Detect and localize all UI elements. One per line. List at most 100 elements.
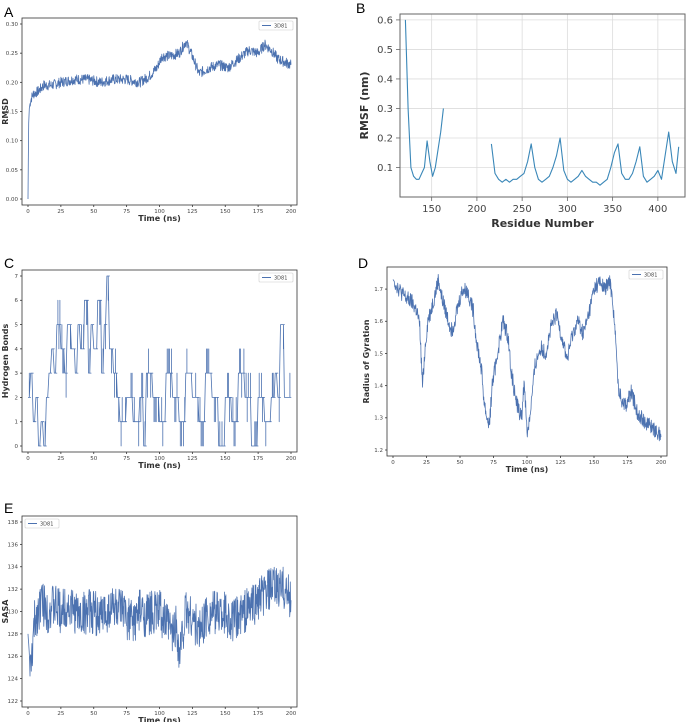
- plot-frame: [399, 13, 686, 198]
- x-tick-label: 400: [648, 204, 667, 215]
- x-axis-label: Residue Number: [491, 217, 594, 230]
- panel-d: D 0 25 50 75 100 125 150 175 200 1.2 1.3 1.4 1.5 1.6 1…: [350, 255, 700, 480]
- x-tick-label: 25: [57, 711, 64, 717]
- panel-letter-a: A: [4, 4, 14, 20]
- series-line: [404, 19, 444, 180]
- y-tick-label: 0.5: [377, 45, 393, 56]
- panel-letter-b: B: [356, 0, 366, 16]
- x-tick-label: 150: [220, 209, 231, 215]
- y-tick-label: 1.4: [374, 384, 383, 390]
- x-tick-label: 150: [220, 711, 231, 717]
- y-tick-label: 122: [8, 699, 19, 705]
- x-tick-label: 0: [26, 209, 30, 215]
- x-tick-label: 150: [220, 456, 231, 462]
- x-tick-label: 25: [57, 209, 64, 215]
- x-tick-label: 200: [286, 711, 297, 717]
- y-tick-label: 5: [15, 322, 19, 328]
- y-tick-label: 4: [15, 347, 19, 353]
- x-tick-label: 125: [187, 711, 198, 717]
- x-tick-label: 150: [589, 460, 600, 466]
- y-tick-label: 0: [15, 444, 19, 450]
- x-tick-label: 300: [558, 204, 577, 215]
- y-tick-label: 0.2: [377, 133, 393, 144]
- y-axis-label: Hydrogen Bonds: [1, 324, 10, 399]
- x-tick-label: 125: [187, 456, 198, 462]
- x-tick-label: 100: [154, 711, 165, 717]
- series-line: [28, 275, 292, 447]
- x-tick-label: 0: [391, 460, 395, 466]
- y-tick-label: 138: [8, 520, 19, 526]
- x-tick-label: 100: [522, 460, 533, 466]
- y-axis-label: SASA: [1, 599, 10, 624]
- y-tick-label: 126: [8, 654, 19, 660]
- y-tick-label: 0.30: [6, 22, 19, 28]
- x-tick-label: 200: [656, 460, 667, 466]
- panel-letter-d: D: [358, 255, 369, 271]
- y-tick-label: 0.25: [6, 51, 19, 57]
- x-tick-label: 50: [90, 711, 97, 717]
- x-tick-label: 50: [90, 456, 97, 462]
- y-tick-label: 124: [8, 677, 19, 683]
- y-axis-label: Radius of Gyration: [362, 319, 371, 403]
- legend-box: [258, 272, 294, 283]
- x-tick-label: 75: [123, 711, 130, 717]
- x-tick-label: 25: [423, 460, 430, 466]
- y-tick-label: 130: [8, 609, 19, 615]
- rmsf-chart: 150 200 250 300 350 400 0.1 0.2 0.3 0.4 0.5 0.6 Resi…: [358, 13, 686, 230]
- y-tick-label: 7: [15, 274, 19, 280]
- x-axis-label: Time (ns): [506, 465, 549, 474]
- y-tick-label: 0.20: [6, 80, 19, 86]
- x-tick-label: 175: [622, 460, 633, 466]
- x-axis-label: Time (ns): [138, 214, 181, 223]
- x-tick-label: 200: [286, 209, 297, 215]
- x-axis-label: Time (ns): [138, 716, 181, 722]
- panel-a: A 0 25 50 75 100 125 150 175 200 0.00 0.05 0.10 0.15…: [0, 0, 310, 225]
- y-tick-label: 134: [8, 565, 19, 571]
- y-tick-label: 1.3: [374, 416, 383, 422]
- x-tick-label: 0: [26, 456, 30, 462]
- y-tick-label: 0.15: [6, 109, 19, 115]
- x-tick-label: 350: [603, 204, 622, 215]
- legend-label: 3D81: [644, 273, 657, 279]
- y-tick-label: 3: [15, 371, 19, 377]
- x-tick-label: 125: [187, 209, 198, 215]
- x-tick-label: 125: [555, 460, 566, 466]
- rmsd-chart: 0 25 50 75 100 125 150 175 200 0.00 0.05 0.10 0.15 0.…: [1, 17, 298, 223]
- panel-letter-e: E: [4, 500, 14, 516]
- x-tick-label: 25: [57, 456, 64, 462]
- y-tick-label: 1.5: [374, 351, 383, 357]
- x-tick-label: 175: [253, 711, 264, 717]
- sasa-chart: 0 25 50 75 100 125 150 175 200 122 124 126 128 130 132…: [1, 515, 298, 722]
- y-tick-label: 0.10: [6, 139, 19, 145]
- x-tick-label: 75: [123, 209, 130, 215]
- y-tick-label: 0.05: [6, 168, 19, 174]
- x-tick-label: 175: [253, 209, 264, 215]
- x-tick-label: 250: [513, 204, 532, 215]
- y-tick-label: 0.1: [377, 163, 393, 174]
- x-tick-label: 50: [457, 460, 464, 466]
- y-tick-label: 0.3: [377, 104, 393, 115]
- series-line: [27, 39, 292, 200]
- x-tick-label: 150: [422, 204, 441, 215]
- y-tick-label: 136: [8, 542, 19, 548]
- legend-box: [258, 20, 294, 31]
- x-tick-label: 200: [467, 204, 486, 215]
- rgyr-chart: 0 25 50 75 100 125 150 175 200 1.2 1.3 1.4 1.5 1.6 1.7…: [362, 266, 668, 474]
- panel-c: C 0 25 50 75 100 125 150 175 200 0 1 2 3 4 5 6 7 Time (ns…: [0, 255, 310, 480]
- x-tick-label: 0: [26, 711, 30, 717]
- legend-label: 3D81: [274, 276, 287, 282]
- x-tick-label: 100: [154, 209, 165, 215]
- series-line: [27, 566, 292, 677]
- x-tick-label: 75: [490, 460, 497, 466]
- series-line: [490, 131, 680, 186]
- hbonds-chart: 0 25 50 75 100 125 150 175 200 0 1 2 3 4 5 6 7 Time (ns) H…: [1, 269, 298, 470]
- legend-box: [24, 518, 60, 529]
- panel-b: B 150 200 250 300 350 400 0.1 0.2 0.3 0.4 0.5 0.6 Re…: [350, 0, 700, 230]
- legend-label: 3D81: [40, 522, 53, 528]
- y-tick-label: 0.4: [377, 74, 393, 85]
- y-axis-label: RMSF (nm): [358, 71, 371, 139]
- y-axis-label: RMSD: [1, 98, 10, 125]
- x-tick-label: 100: [154, 456, 165, 462]
- y-tick-label: 6: [15, 298, 19, 304]
- y-tick-label: 128: [8, 632, 19, 638]
